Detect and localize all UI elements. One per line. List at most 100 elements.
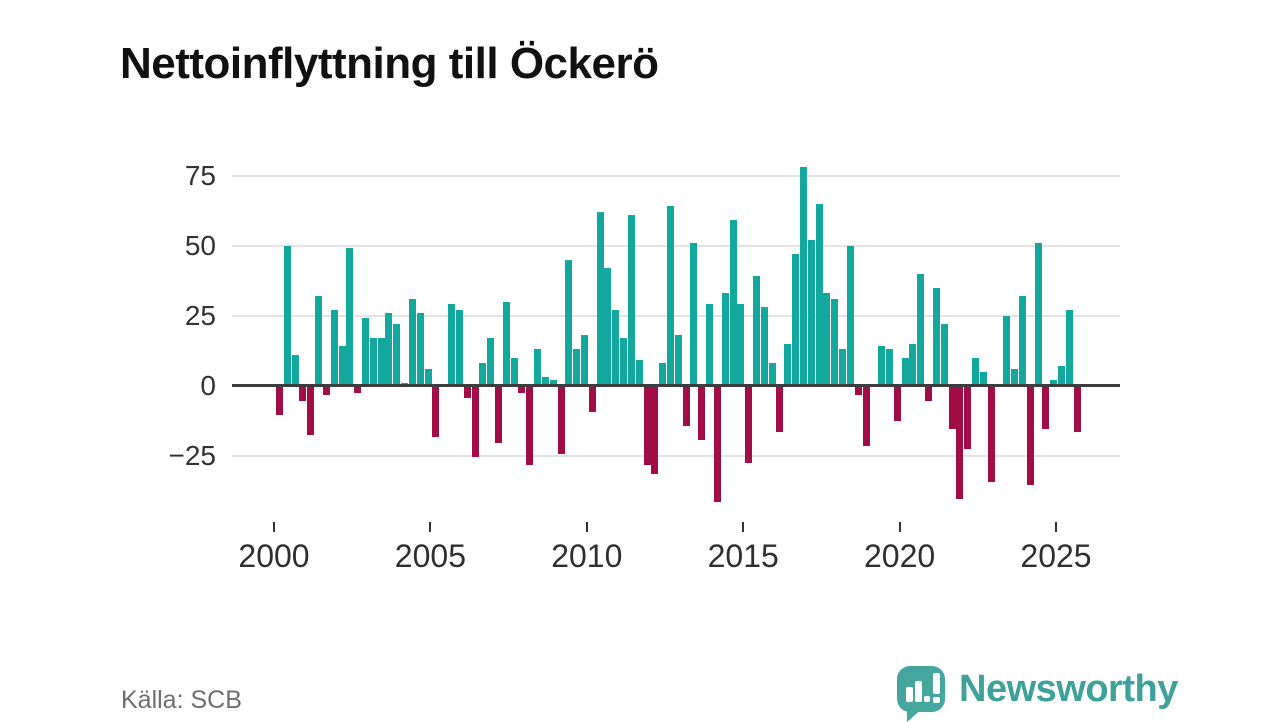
bar-2008Q2 (534, 349, 542, 386)
bar-2012Q1 (651, 387, 659, 474)
bar-2012Q4 (674, 335, 682, 386)
bar-2016Q3 (792, 253, 800, 386)
gridline-y-75 (232, 174, 1120, 177)
logo-bar-icon (906, 687, 913, 702)
bar-2012Q2 (659, 363, 667, 386)
bar-2003Q2 (377, 337, 385, 386)
bar-2024Q3 (1042, 387, 1050, 429)
bar-2011Q1 (620, 337, 628, 386)
bar-2005Q3 (448, 304, 456, 386)
bar-2011Q4 (643, 387, 651, 466)
bar-2002Q1 (338, 346, 346, 386)
bar-2009Q1 (557, 387, 565, 455)
bar-2000Q1 (276, 387, 283, 415)
bar-2020Q3 (917, 273, 925, 386)
bar-2018Q1 (839, 349, 847, 386)
bar-2019Q2 (878, 346, 886, 386)
bar-2021Q2 (940, 323, 948, 386)
x-axis-tick-2025 (1055, 522, 1057, 532)
bar-2025Q2 (1065, 309, 1073, 386)
bar-2007Q1 (494, 387, 502, 443)
bar-2022Q3 (979, 371, 987, 386)
bar-2016Q1 (776, 387, 784, 432)
bar-2005Q1 (432, 387, 440, 438)
bar-2011Q3 (635, 360, 643, 386)
gridline-y--25 (232, 454, 1120, 457)
bar-2018Q2 (846, 245, 854, 386)
bar-2023Q3 (1011, 368, 1019, 386)
bar-2022Q2 (971, 357, 979, 386)
bar-2006Q4 (487, 337, 495, 386)
bar-2011Q2 (627, 214, 635, 386)
bar-2010Q4 (612, 309, 620, 386)
bar-2008Q4 (549, 379, 557, 386)
bar-2017Q3 (823, 293, 831, 386)
bar-2013Q1 (682, 387, 690, 427)
bar-2017Q1 (807, 239, 815, 386)
logo-exclamation-dot-icon (933, 697, 940, 703)
bar-2023Q4 (1018, 295, 1026, 386)
bar-2023Q2 (1003, 315, 1011, 386)
bar-2021Q3 (948, 387, 956, 429)
bar-2007Q2 (502, 301, 510, 386)
x-axis-tick-2010 (585, 522, 588, 532)
x-axis-label-2000: 2000 (238, 538, 310, 574)
bar-2009Q4 (580, 335, 588, 386)
bar-2019Q4 (893, 387, 901, 421)
newsworthy-logo: Newsworthy (897, 664, 1178, 722)
bar-2006Q3 (479, 363, 487, 386)
bar-2013Q4 (706, 304, 714, 386)
x-axis-label-2015: 2015 (707, 538, 779, 574)
x-axis-label-2010: 2010 (551, 538, 623, 574)
bar-2016Q4 (799, 167, 807, 386)
bar-2022Q1 (964, 387, 972, 449)
x-axis-tick-2015 (742, 522, 745, 532)
bar-2009Q2 (565, 259, 573, 386)
bar-2010Q3 (604, 267, 612, 386)
x-axis-tick-2005 (429, 522, 432, 532)
logo-bubble-tail (907, 708, 923, 722)
bar-2004Q2 (408, 298, 416, 386)
bar-2010Q1 (588, 387, 596, 413)
bar-2007Q3 (510, 357, 518, 386)
bar-2001Q4 (330, 309, 338, 386)
bar-2025Q3 (1073, 387, 1081, 432)
bar-2001Q3 (322, 387, 330, 396)
bar-2003Q1 (369, 337, 377, 386)
bar-2003Q3 (385, 312, 393, 386)
y-axis-label-50: 50 (184, 229, 216, 261)
bar-2006Q1 (463, 387, 471, 399)
bar-2010Q2 (596, 211, 604, 386)
bar-2020Q1 (901, 357, 909, 386)
y-axis-label-0: 0 (200, 369, 216, 401)
bar-2020Q4 (925, 387, 933, 401)
bar-2015Q1 (745, 387, 753, 463)
bar-2021Q4 (956, 387, 964, 499)
bar-2014Q1 (713, 387, 721, 502)
source-label: Källa: SCB (121, 686, 242, 714)
bar-2009Q3 (573, 349, 581, 386)
bar-2016Q2 (784, 343, 792, 386)
bar-2024Q4 (1050, 379, 1058, 386)
page-title: Nettoinflyttning till Öckerö (120, 39, 659, 89)
newsworthy-bubble-icon (897, 666, 945, 712)
bar-2017Q2 (815, 203, 823, 386)
x-axis-label-2005: 2005 (394, 538, 466, 574)
bar-2014Q4 (737, 304, 745, 386)
bar-2002Q3 (354, 387, 362, 393)
logo-exclamation-icon (933, 673, 940, 694)
bar-2018Q4 (862, 387, 870, 446)
bar-2004Q3 (416, 312, 424, 386)
bar-2024Q1 (1026, 387, 1034, 485)
gridline-y-25 (232, 314, 1120, 317)
gridline-y-50 (232, 244, 1120, 247)
bar-2025Q1 (1058, 365, 1065, 386)
bar-2019Q3 (885, 349, 893, 386)
bar-2000Q3 (291, 354, 299, 386)
bar-2002Q2 (346, 248, 354, 386)
bar-2015Q2 (753, 276, 761, 386)
bar-2001Q1 (307, 387, 315, 435)
bar-2000Q4 (299, 387, 307, 401)
bar-2022Q4 (987, 387, 995, 483)
